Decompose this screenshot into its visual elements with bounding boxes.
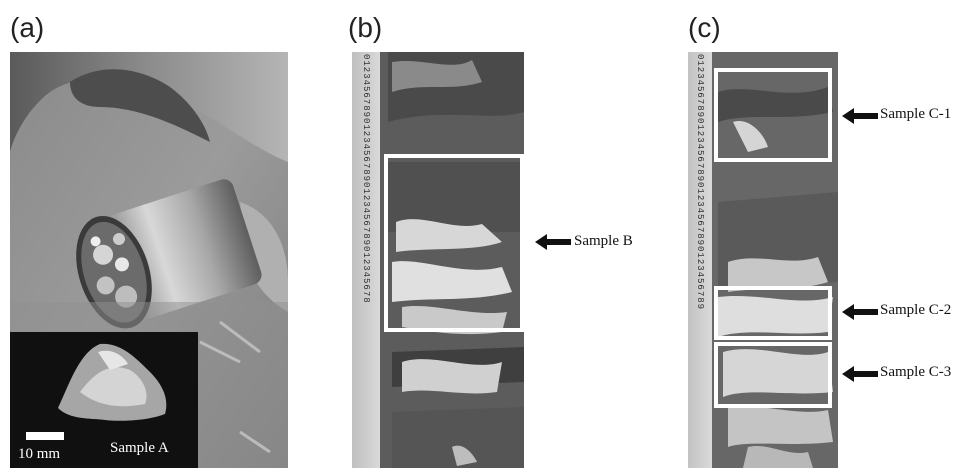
arrow-sample-c1 <box>842 108 878 124</box>
sample-c2-box <box>714 286 832 340</box>
ruler-b-digits: 012345678901234567890123456789012345678 <box>361 54 371 304</box>
ruler-b <box>352 52 380 468</box>
sample-c3-label: Sample C-3 <box>880 364 952 380</box>
sample-a-label: Sample A <box>110 440 169 456</box>
panel-letter-a: (a) <box>10 12 45 43</box>
panel-letter-c: (c) <box>688 12 721 43</box>
sample-b-label: Sample B <box>574 233 633 249</box>
sample-c3-box <box>714 342 832 408</box>
sample-c2-label: Sample C-2 <box>880 302 952 318</box>
sample-c1-label: Sample C-1 <box>880 106 952 122</box>
ruler-c <box>688 52 712 468</box>
scale-bar <box>26 432 64 440</box>
panel-letter-b: (b) <box>348 12 383 43</box>
photo-panel-b <box>352 52 524 468</box>
arrow-sample-c2 <box>842 304 878 320</box>
ruler-c-digits: 0123456789012345678901234567890123456789 <box>695 54 705 311</box>
photo-panel-c <box>688 52 838 468</box>
sample-b-box <box>384 154 524 332</box>
arrow-sample-c3 <box>842 366 878 382</box>
scale-bar-label: 10 mm <box>18 446 61 462</box>
sample-c1-box <box>714 68 832 162</box>
arrow-sample-b <box>535 234 571 250</box>
photo-panel-a <box>10 52 288 468</box>
